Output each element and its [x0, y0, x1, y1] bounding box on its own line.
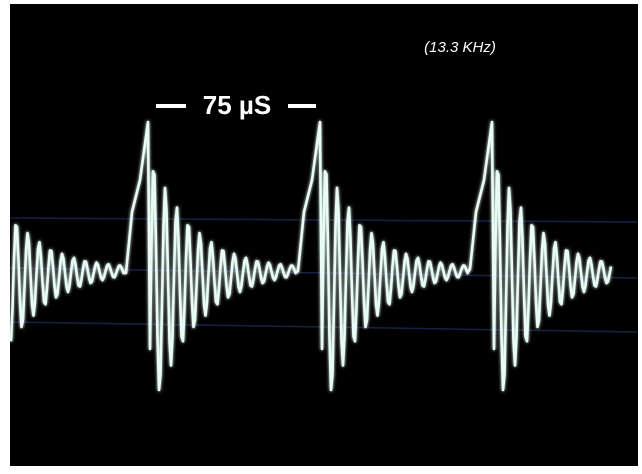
period-label: 75 µS	[203, 90, 271, 120]
oscilloscope-photo: 75 µS (13.3 KHz)	[0, 0, 642, 474]
frequency-label: (13.3 KHz)	[424, 39, 496, 56]
page: 75 µS (13.3 KHz) (() => { const data = J…	[0, 0, 642, 474]
